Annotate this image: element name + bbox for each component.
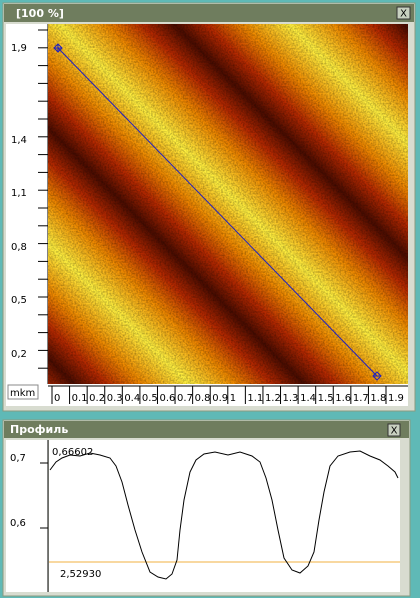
close-button[interactable]	[396, 6, 411, 20]
x-ruler-label: 0.5	[142, 393, 158, 404]
close-label: X	[400, 9, 407, 20]
x-ruler-label: 1.5	[318, 393, 334, 404]
profile-curve	[49, 450, 399, 580]
x-ruler-labels: 0 0.1 0.2 0.3 0.4 0.5 0.6 0.7 0.8 0.9 1 1.1 1.2 1.3 1.…	[51, 386, 404, 404]
x-ruler-label: 0.3	[107, 393, 123, 404]
close-button[interactable]	[387, 423, 401, 437]
x-ruler-label: 1.9	[388, 393, 404, 404]
unit-cell	[7, 384, 39, 400]
line-markers[interactable]	[53, 43, 382, 381]
y-ruler-label: 1,9	[11, 43, 27, 54]
x-ruler	[6, 384, 408, 406]
x-ruler-label: 1.1	[247, 393, 263, 404]
y-ruler-label: 0,8	[11, 242, 27, 253]
y-ruler	[6, 440, 48, 592]
x-ruler-label: 0.4	[124, 393, 140, 404]
y-ruler-label: 0,7	[10, 453, 26, 464]
title-bar	[4, 4, 414, 22]
image-grain	[48, 24, 408, 384]
y-ruler-label: 0,5	[11, 295, 27, 306]
x-ruler-label: 1.7	[353, 393, 369, 404]
profile-line[interactable]	[57, 47, 378, 377]
x-ruler-label: 0.6	[159, 393, 175, 404]
x-ruler-label: 0.8	[195, 393, 211, 404]
x-ruler-label: 0.2	[89, 393, 105, 404]
close-label: X	[391, 426, 398, 437]
y-ruler-label: 1,1	[11, 188, 27, 199]
max-value: 0,66602	[52, 447, 93, 458]
x-ruler-label: 1.2	[265, 393, 281, 404]
x-ruler-label: 0	[54, 393, 60, 404]
y-ruler-label: 1,4	[11, 135, 27, 146]
x-ruler-label: 1	[230, 393, 236, 404]
x-ruler-label: 0.9	[212, 393, 228, 404]
x-ruler-label: 1.4	[300, 393, 316, 404]
cursor-value: 2,52930	[60, 569, 101, 580]
y-ruler	[6, 24, 48, 384]
x-ruler-label: 1.6	[335, 393, 351, 404]
window-title: [100 %]	[16, 7, 64, 20]
y-ruler-label: 0,2	[11, 349, 27, 360]
x-ruler-label: 0.1	[72, 393, 88, 404]
x-ruler-label: 0.7	[177, 393, 193, 404]
x-ruler-label: 1.3	[283, 393, 299, 404]
window-title: Профиль	[10, 423, 68, 436]
x-ruler-label: 1.8	[370, 393, 386, 404]
title-bar	[4, 421, 409, 438]
unit-label: mkm	[10, 388, 35, 399]
y-ruler-label: 0,6	[10, 518, 26, 529]
profile-plot	[49, 440, 400, 592]
